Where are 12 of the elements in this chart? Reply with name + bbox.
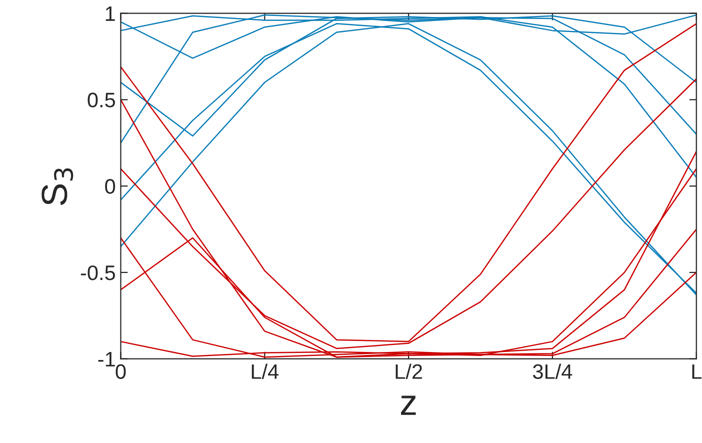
y-tick-label: 0 [105,179,116,194]
x-tick-label: L/4 [252,364,279,379]
x-tick-label: 3L/4 [532,364,572,379]
y-tick-label: 1 [106,6,115,21]
y-tick-label: -1 [98,352,115,366]
y-tick-label: 0.5 [88,92,116,108]
y-tick-label: -0.5 [80,265,116,280]
x-tick-label: L [692,364,702,379]
x-tick-label: 0 [116,364,126,379]
y-axis-title: S$_{3}$ [42,168,74,206]
x-tick-label: L/2 [396,364,422,379]
x-axis-title: z [401,396,416,415]
